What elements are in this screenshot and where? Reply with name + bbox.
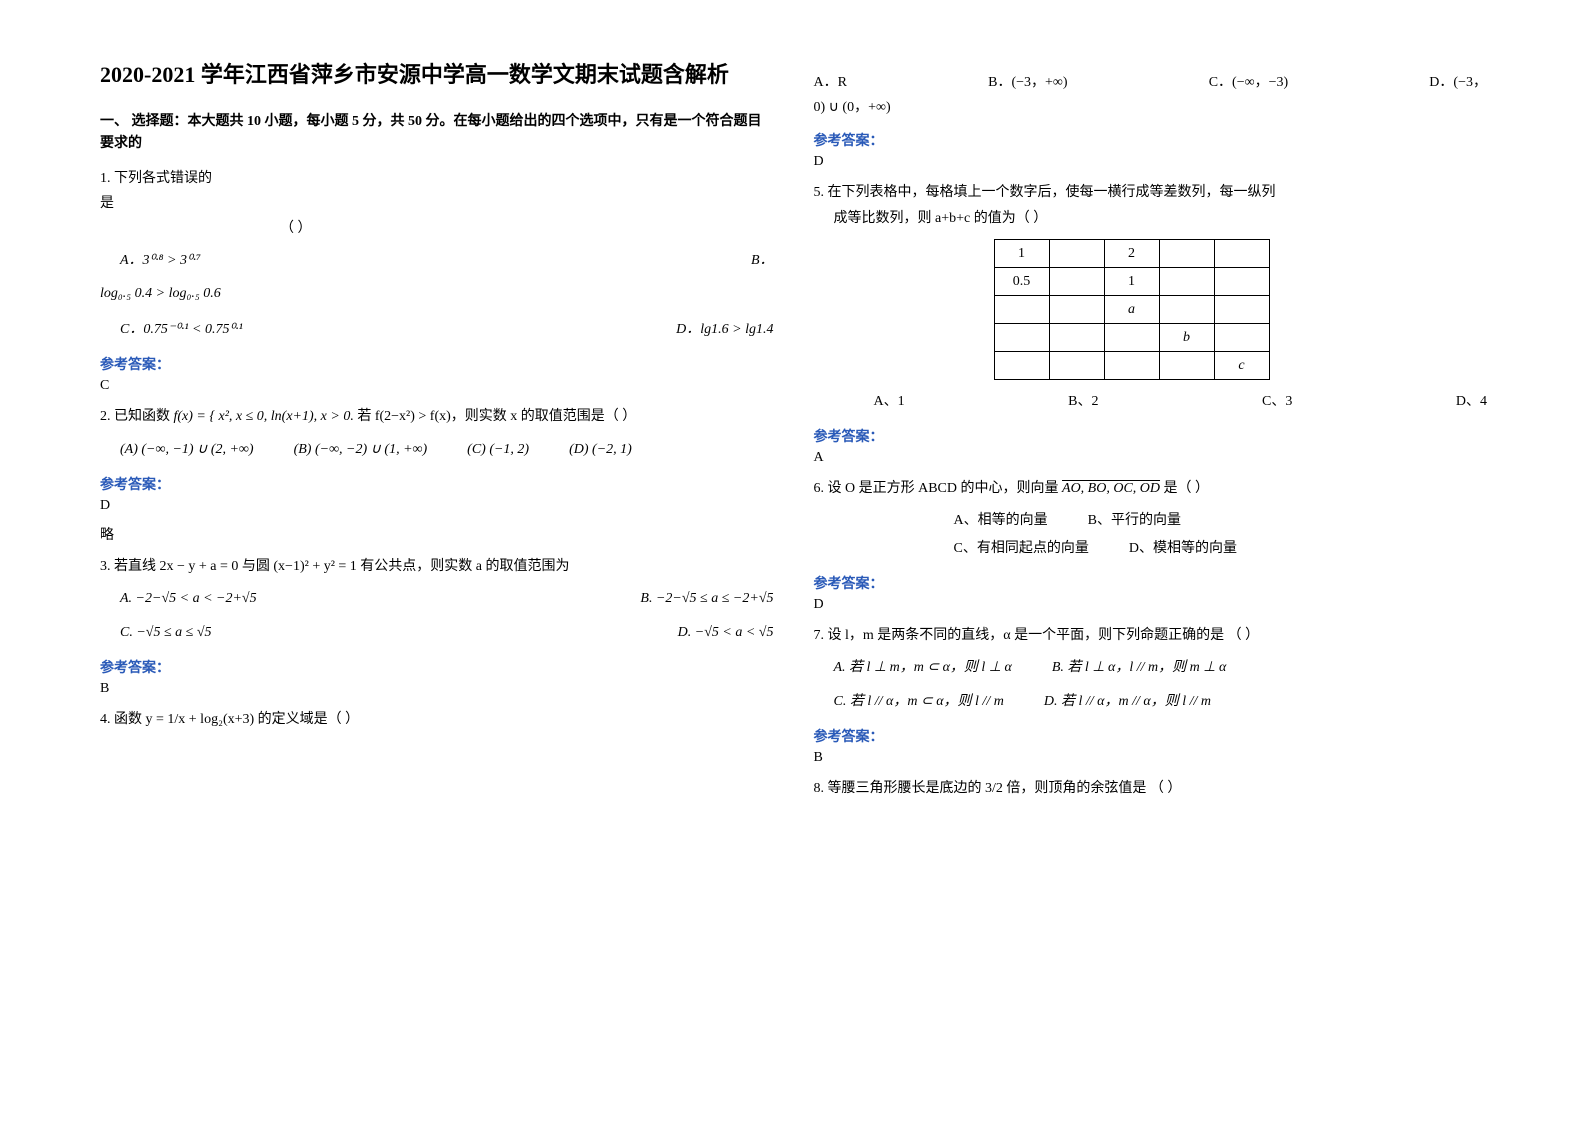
q6-stem-pre: 6. 设 O 是正方形 ABCD 的中心，则向量: [814, 481, 1063, 496]
q6-opt-d: D、模相等的向量: [1129, 535, 1237, 563]
q7-opt-b: B. 若 l ⊥ α，l // m，则 m ⊥ α: [1052, 654, 1226, 682]
question-3: 3. 若直线 2x − y + a = 0 与圆 (x−1)² + y² = 1…: [100, 554, 774, 647]
q1-opt-a: A．3⁰·⁸ > 3⁰·⁷: [120, 247, 201, 275]
question-4-options: A．R B．(−3，+∞) C．(−∞，−3) D．(−3， 0) ∪ (0，+…: [814, 70, 1488, 120]
q5-stem-line2: 成等比数列，则 a+b+c 的值为（ ）: [834, 206, 1488, 231]
q4-opt-a: A．R: [814, 70, 847, 95]
q5-table: 12 0.51 a b c: [994, 239, 1270, 380]
q4-opt-b: B．(−3，+∞): [988, 70, 1067, 95]
q4-line2: 0) ∪ (0，+∞): [814, 95, 1488, 120]
q5-cell-4-4: c: [1214, 351, 1269, 379]
q3-opt-d: D. −√5 < a < √5: [678, 619, 774, 647]
question-5: 5. 在下列表格中，每格填上一个数字后，使每一横行成等差数列，每一纵列 成等比数…: [814, 180, 1488, 415]
q1-answer-label: 参考答案：: [100, 354, 774, 374]
question-4-stem: 4. 函数 y = 1/x + log₂(x+3) 的定义域是（ ）: [100, 707, 774, 732]
q5-opt-c: C、3: [1262, 388, 1292, 416]
q3-answer: B: [100, 681, 774, 697]
q6-opt-a: A、相等的向量: [954, 507, 1048, 535]
q1-opt-b: B．: [751, 247, 774, 275]
q3-opt-b: B. −2−√5 ≤ a ≤ −2+√5: [640, 585, 773, 613]
q1-stem-line2: 是: [100, 191, 774, 216]
q5-opt-b: B、2: [1068, 388, 1098, 416]
q2-stem-pre: 2. 已知函数: [100, 409, 174, 424]
question-8: 8. 等腰三角形腰长是底边的 3/2 倍，则顶角的余弦值是 （ ）: [814, 776, 1488, 801]
q7-answer-label: 参考答案：: [814, 726, 1488, 746]
q2-note: 略: [100, 524, 774, 544]
q3-stem: 3. 若直线 2x − y + a = 0 与圆 (x−1)² + y² = 1…: [100, 554, 774, 579]
q4-answer-label: 参考答案：: [814, 130, 1488, 150]
q6-stem-post: 是（ ）: [1164, 481, 1210, 496]
q4-opt-c: C．(−∞，−3): [1209, 70, 1288, 95]
question-6: 6. 设 O 是正方形 ABCD 的中心，则向量 AO, BO, OC, OD …: [814, 476, 1488, 563]
q5-cell-3-3: b: [1159, 323, 1214, 351]
q5-answer: A: [814, 450, 1488, 466]
q4-opt-d: D．(−3，: [1429, 70, 1487, 95]
q6-opt-c: C、有相同起点的向量: [954, 535, 1089, 563]
q3-opt-a: A. −2−√5 < a < −2+√5: [120, 585, 257, 613]
section-1-heading: 一、 选择题：本大题共 10 小题，每小题 5 分，共 50 分。在每小题给出的…: [100, 111, 774, 156]
q5-cell-0-0: 1: [994, 239, 1049, 267]
q3-opt-c: C. −√5 ≤ a ≤ √5: [120, 619, 212, 647]
q2-piecewise: f(x) = { x², x ≤ 0, ln(x+1), x > 0.: [174, 409, 354, 424]
q5-cell-0-2: 2: [1104, 239, 1159, 267]
q5-stem-line1: 5. 在下列表格中，每格填上一个数字后，使每一横行成等差数列，每一纵列: [814, 180, 1488, 205]
left-column: 2020-2021 学年江西省萍乡市安源中学高一数学文期末试题含解析 一、 选择…: [80, 60, 794, 1062]
q6-answer: D: [814, 597, 1488, 613]
q2-opt-c: (C) (−1, 2): [467, 436, 529, 464]
q1-opt-d: D．lg1.6 > lg1.4: [676, 316, 773, 344]
q2-opt-a: (A) (−∞, −1) ∪ (2, +∞): [120, 436, 254, 464]
q5-cell-2-2: a: [1104, 295, 1159, 323]
document-title: 2020-2021 学年江西省萍乡市安源中学高一数学文期末试题含解析: [100, 60, 774, 91]
q2-answer: D: [100, 498, 774, 514]
q7-stem: 7. 设 l，m 是两条不同的直线，α 是一个平面，则下列命题正确的是 （ ）: [814, 623, 1488, 648]
q5-cell-1-0: 0.5: [994, 267, 1049, 295]
q2-stem-post: 若 f(2−x²) > f(x)，则实数 x 的取值范围是（ ）: [357, 409, 636, 424]
q1-answer: C: [100, 378, 774, 394]
q5-cell-1-2: 1: [1104, 267, 1159, 295]
q5-opt-a: A、1: [874, 388, 905, 416]
right-column: A．R B．(−3，+∞) C．(−∞，−3) D．(−3， 0) ∪ (0，+…: [794, 60, 1508, 1062]
q2-opt-d: (D) (−2, 1): [569, 436, 632, 464]
q4-answer: D: [814, 154, 1488, 170]
q2-answer-label: 参考答案：: [100, 474, 774, 494]
q7-opt-c: C. 若 l // α，m ⊂ α，则 l // m: [834, 688, 1004, 716]
q1-stem-line1: 1. 下列各式错误的: [100, 166, 774, 191]
q7-opt-d: D. 若 l // α，m // α，则 l // m: [1044, 688, 1211, 716]
question-7: 7. 设 l，m 是两条不同的直线，α 是一个平面，则下列命题正确的是 （ ） …: [814, 623, 1488, 716]
q5-opt-d: D、4: [1456, 388, 1487, 416]
q1-opt-b-line2: log₀.₅ 0.4 > log₀.₅ 0.6: [100, 281, 774, 306]
q7-answer: B: [814, 750, 1488, 766]
q6-opt-b: B、平行的向量: [1088, 507, 1181, 535]
q1-opt-c: C．0.75⁻⁰·¹ < 0.75⁰·¹: [120, 316, 243, 344]
q3-answer-label: 参考答案：: [100, 657, 774, 677]
q1-blank-paren: （ ）: [280, 216, 774, 241]
question-2: 2. 已知函数 f(x) = { x², x ≤ 0, ln(x+1), x >…: [100, 404, 774, 463]
q5-answer-label: 参考答案：: [814, 426, 1488, 446]
question-1: 1. 下列各式错误的 是 （ ） A．3⁰·⁸ > 3⁰·⁷ B． log₀.₅…: [100, 166, 774, 345]
q2-opt-b: (B) (−∞, −2) ∪ (1, +∞): [294, 436, 428, 464]
q6-answer-label: 参考答案：: [814, 573, 1488, 593]
q7-opt-a: A. 若 l ⊥ m，m ⊂ α，则 l ⊥ α: [834, 654, 1012, 682]
q6-vectors: AO, BO, OC, OD: [1062, 481, 1160, 496]
